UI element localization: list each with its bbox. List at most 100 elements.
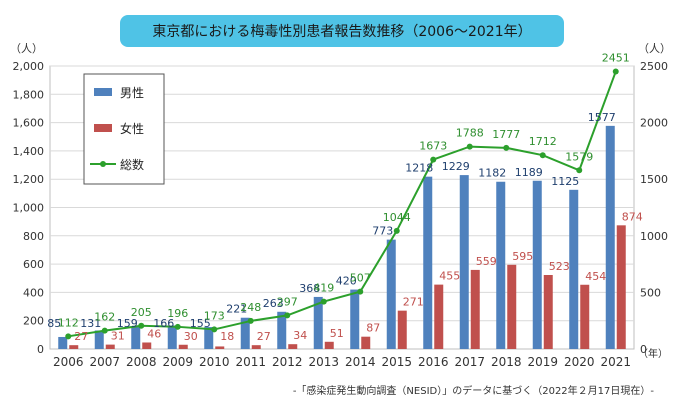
y-left-tick-label: 200	[23, 315, 44, 328]
data-label-total: 419	[313, 282, 334, 295]
data-label-total: 248	[240, 301, 261, 314]
data-label-female: 34	[293, 329, 307, 342]
x-tick-label: 2010	[199, 355, 230, 369]
x-tick-label: 2008	[126, 355, 157, 369]
point-total	[101, 327, 108, 334]
chart-title: 東京都における梅毒性別患者報告数推移（2006〜2021年）	[120, 15, 564, 47]
point-total	[65, 333, 72, 340]
data-label-male: 85	[47, 317, 61, 330]
x-tick-label: 2007	[89, 355, 120, 369]
data-label-male: 1229	[442, 160, 470, 173]
data-label-male: 773	[372, 225, 393, 238]
data-label-female: 27	[74, 330, 88, 343]
data-label-female: 559	[476, 255, 497, 268]
data-label-total: 1777	[492, 128, 520, 141]
y-left-tick-label: 2,000	[13, 60, 45, 73]
bar-male	[605, 125, 615, 350]
x-axis-unit-label: （年）	[638, 347, 668, 360]
y-left-axis-label: （人）	[10, 42, 43, 55]
data-label-male: 263	[263, 297, 284, 310]
y-right-tick-label: 1500	[640, 173, 668, 186]
data-label-female: 46	[147, 327, 161, 340]
data-label-female: 31	[111, 330, 125, 343]
bar-male	[423, 176, 433, 349]
bar-female	[142, 342, 152, 349]
bar-female	[288, 344, 298, 349]
data-label-female: 51	[330, 327, 344, 340]
y-right-tick-label: 0	[640, 343, 647, 356]
data-label-male: 1577	[588, 111, 616, 124]
y-left-tick-label: 1,400	[13, 145, 45, 158]
point-total	[211, 326, 218, 333]
legend-swatch-male	[94, 88, 112, 96]
data-label-male: 1189	[515, 166, 543, 179]
bar-female	[616, 225, 626, 349]
bar-male	[532, 180, 542, 349]
data-label-female: 30	[184, 330, 198, 343]
data-label-male: 159	[117, 317, 138, 330]
data-label-female: 27	[257, 330, 271, 343]
bar-female	[324, 341, 334, 349]
bar-female	[470, 269, 480, 349]
point-total	[539, 152, 546, 159]
data-label-total: 1712	[529, 135, 557, 148]
bar-male	[204, 327, 214, 349]
data-label-total: 1044	[383, 211, 411, 224]
data-label-male: 166	[153, 317, 174, 330]
legend-label-female: 女性	[120, 121, 144, 136]
y-left-tick-label: 1,000	[13, 202, 45, 215]
point-total	[247, 317, 254, 324]
bar-female	[215, 346, 225, 349]
data-label-total: 112	[58, 316, 79, 329]
data-label-female: 87	[366, 322, 380, 335]
y-right-tick-label: 500	[640, 286, 661, 299]
data-label-total: 1673	[419, 140, 447, 153]
legend-label-total: 総数	[120, 157, 144, 172]
y-left-tick-label: 400	[23, 286, 44, 299]
y-left-tick-label: 0	[37, 343, 44, 356]
data-label-male: 1182	[478, 167, 506, 180]
y-right-tick-label: 1000	[640, 230, 668, 243]
data-label-total: 173	[204, 309, 225, 322]
bar-female	[178, 344, 188, 349]
x-tick-label: 2015	[381, 355, 412, 369]
point-total	[430, 156, 437, 163]
data-label-total: 1788	[456, 127, 484, 140]
point-total	[138, 322, 145, 329]
x-tick-label: 2012	[272, 355, 303, 369]
data-label-total: 507	[350, 272, 371, 285]
data-label-male: 221	[226, 303, 247, 316]
bar-female	[361, 336, 371, 349]
data-label-total: 1579	[565, 150, 593, 163]
data-label-female: 595	[512, 250, 533, 263]
bar-male	[569, 189, 579, 349]
y-right-axis-label: （人）	[638, 42, 671, 55]
x-tick-label: 2006	[53, 355, 84, 369]
bar-male	[386, 239, 396, 349]
bar-male	[131, 326, 141, 349]
legend-swatch-female	[94, 124, 112, 132]
point-total	[284, 312, 291, 319]
bar-male	[277, 311, 287, 349]
data-label-female: 874	[622, 210, 643, 223]
data-label-total: 196	[167, 307, 188, 320]
bar-female	[251, 345, 261, 349]
data-label-total: 162	[94, 311, 115, 324]
x-tick-label: 2014	[345, 355, 376, 369]
x-tick-label: 2009	[162, 355, 193, 369]
bar-female	[69, 345, 79, 349]
bar-male	[350, 289, 360, 349]
bar-male	[240, 317, 250, 349]
data-label-female: 18	[220, 330, 234, 343]
bar-male	[167, 325, 177, 349]
x-tick-label: 2017	[454, 355, 485, 369]
data-label-total: 205	[131, 306, 152, 319]
point-total	[357, 288, 364, 295]
x-tick-label: 2020	[564, 355, 595, 369]
y-left-tick-label: 1,800	[13, 88, 45, 101]
point-total	[466, 143, 473, 150]
data-label-total: 2451	[602, 52, 630, 65]
data-label-female: 454	[585, 270, 606, 283]
